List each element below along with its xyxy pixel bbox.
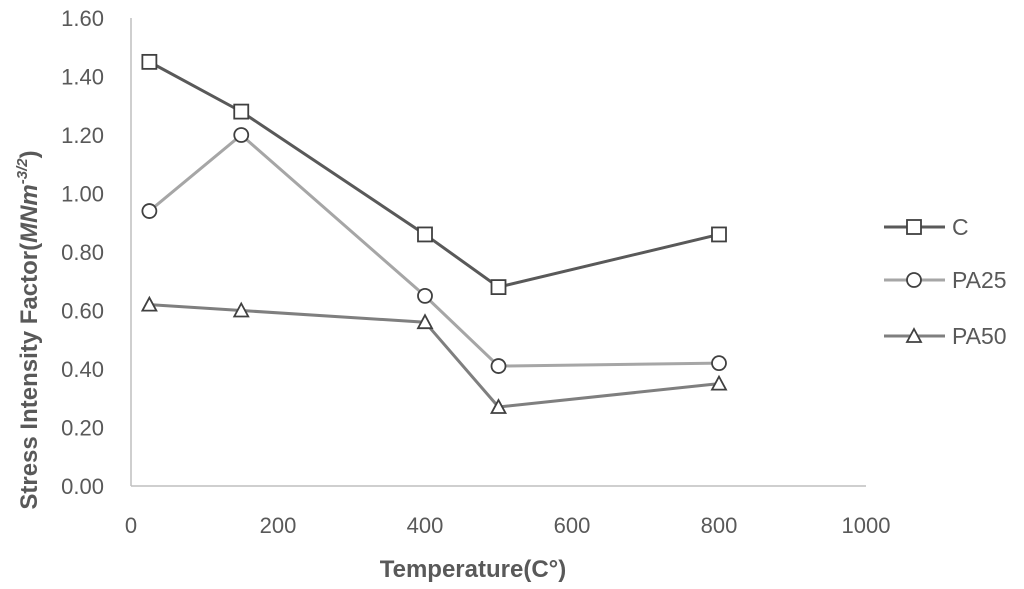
y-tick-label: 1.40	[61, 65, 104, 90]
data-point-pa50	[489, 398, 508, 414]
legend-label-pa25: PA25	[952, 267, 1007, 293]
y-tick-label: 0.00	[61, 474, 104, 499]
data-point-pa25	[141, 203, 158, 219]
data-point-c	[233, 103, 250, 120]
x-tick-label: 200	[260, 513, 297, 538]
x-axis-title: Temperature(C°)	[380, 556, 567, 583]
axes	[130, 18, 866, 487]
data-point-c	[711, 226, 727, 243]
data-point-pa50	[416, 313, 434, 330]
y-tick-label: 1.60	[61, 6, 104, 31]
y-tick-label: 0.80	[61, 240, 104, 265]
series-line-pa50	[149, 303, 720, 409]
data-point-pa50	[140, 295, 158, 312]
series-markers	[140, 53, 728, 414]
x-tick-label: 600	[554, 513, 591, 538]
y-axis-title-unit: MNm	[16, 184, 43, 243]
y-axis-title-main: Stress Intensity Factor(	[16, 243, 43, 510]
data-point-pa50	[710, 374, 728, 391]
x-tick-label: 0	[125, 513, 137, 538]
data-point-pa25	[417, 287, 433, 304]
x-tick-label: 400	[407, 513, 444, 538]
legend-label-pa50: PA50	[952, 323, 1007, 349]
data-point-c	[141, 53, 158, 70]
data-point-pa25	[490, 358, 507, 374]
x-tick-labels: 0 200 400 600 800 1000	[125, 513, 891, 538]
series-line-c	[148, 60, 720, 289]
data-point-pa50	[232, 301, 250, 318]
y-tick-label: 1.00	[61, 182, 104, 207]
legend-marker-c	[906, 219, 922, 235]
y-tick-label: 0.40	[61, 357, 104, 382]
legend-marker-pa50	[905, 327, 923, 343]
x-tick-label: 800	[701, 513, 738, 538]
y-tick-label: 0.60	[61, 299, 104, 324]
legend: C PA25 PA50	[884, 214, 1007, 349]
data-point-pa25	[233, 127, 250, 143]
y-tick-label: 0.20	[61, 416, 104, 441]
y-axis-title: Stress Intensity Factor(MNm-3/2)	[14, 150, 43, 509]
legend-label-c: C	[952, 214, 969, 240]
data-point-c	[417, 226, 433, 243]
x-tick-label: 1000	[842, 513, 891, 538]
legend-marker-pa25	[906, 272, 922, 288]
y-tick-labels: 0.00 0.20 0.40 0.60 0.80 1.00 1.20 1.40 1.60	[61, 6, 104, 499]
y-axis-title-exponent: -3/2	[14, 158, 31, 185]
y-tick-label: 1.20	[61, 123, 104, 148]
data-point-pa25	[711, 355, 727, 372]
y-axis-title-close: )	[16, 150, 43, 158]
data-point-c	[490, 279, 507, 296]
